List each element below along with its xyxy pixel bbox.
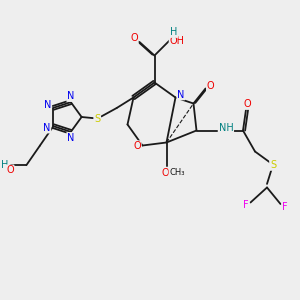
- Text: N: N: [44, 100, 51, 110]
- Text: N: N: [67, 91, 74, 101]
- Text: O: O: [244, 99, 251, 109]
- Text: F: F: [282, 202, 288, 212]
- Text: OH: OH: [169, 35, 184, 46]
- Text: O: O: [161, 167, 169, 178]
- Text: H: H: [1, 160, 8, 170]
- Text: N: N: [67, 133, 74, 143]
- Text: N: N: [43, 123, 50, 133]
- Text: O: O: [133, 141, 141, 151]
- Text: S: S: [270, 160, 276, 170]
- Text: NH: NH: [218, 123, 233, 133]
- Text: O: O: [130, 33, 138, 43]
- Text: N: N: [177, 89, 184, 100]
- Text: S: S: [94, 113, 100, 124]
- Text: CH₃: CH₃: [169, 168, 185, 177]
- Text: O: O: [207, 81, 214, 91]
- Text: O: O: [6, 165, 14, 175]
- Text: H: H: [170, 27, 178, 37]
- Text: F: F: [243, 200, 249, 211]
